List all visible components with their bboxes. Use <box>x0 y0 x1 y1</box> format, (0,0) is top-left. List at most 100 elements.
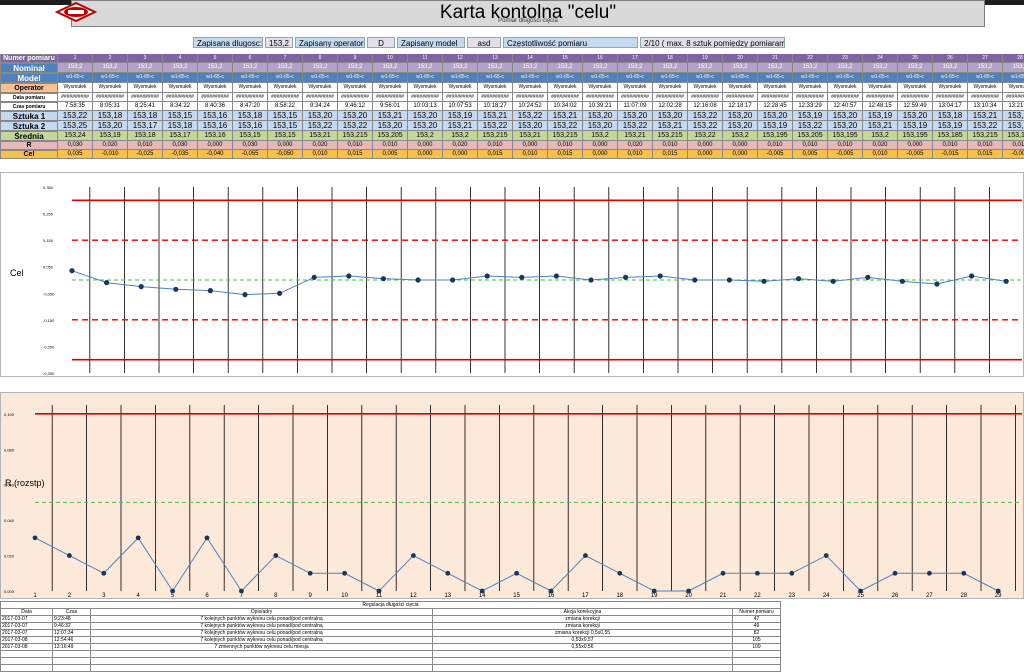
cell-operator[interactable]: Wysmułek <box>933 83 968 93</box>
cell-sztuka2[interactable]: 153,22 <box>303 121 338 131</box>
cell-srednia[interactable]: 153,15 <box>233 131 268 141</box>
cell-numer[interactable]: 9 <box>338 54 373 63</box>
cell-sztuka2[interactable]: 153,20 <box>723 121 758 131</box>
cell-nominal[interactable]: 153,2 <box>478 63 513 73</box>
cell-cel[interactable]: 0,000 <box>723 150 758 159</box>
cell-srednia[interactable]: 153,185 <box>933 131 968 141</box>
regulation-cell[interactable]: 2017-03-08 <box>0 636 53 644</box>
cell-operator[interactable]: Wysmułek <box>478 83 513 93</box>
saved-length-value[interactable]: 153,2 <box>265 37 293 48</box>
cell-srednia[interactable]: 153,215 <box>548 131 583 141</box>
cell-operator[interactable]: Wysmułek <box>758 83 793 93</box>
cell-numer[interactable]: 5 <box>198 54 233 63</box>
cell-data[interactable]: ########## <box>828 93 863 102</box>
cell-sztuka1[interactable]: 153,20 <box>618 111 653 121</box>
cell-nominal[interactable]: 153,2 <box>408 63 443 73</box>
regulation-cell[interactable]: zmiana korekcji <box>432 622 733 630</box>
measure-frequency-value[interactable]: 2/10 ( max. 8 sztuk pomiędzy pomiarami) <box>640 37 785 48</box>
regulation-cell-empty[interactable] <box>90 650 433 658</box>
cell-data[interactable]: ########## <box>583 93 618 102</box>
cell-czas[interactable]: 12:33:29 <box>793 102 828 111</box>
cell-r[interactable]: 0,030 <box>163 141 198 150</box>
cell-sztuka2[interactable]: 153,20 <box>583 121 618 131</box>
regulation-cell-empty[interactable] <box>432 664 733 672</box>
cell-sztuka2[interactable]: 153,22 <box>478 121 513 131</box>
cell-srednia[interactable]: 153,16 <box>198 131 233 141</box>
cell-numer[interactable]: 28 <box>1003 54 1024 63</box>
cell-czas[interactable]: 12:59:49 <box>898 102 933 111</box>
cell-data[interactable]: ########## <box>863 93 898 102</box>
regulation-cell-empty[interactable] <box>731 664 782 672</box>
cell-model[interactable]: w1-65-c <box>758 73 793 83</box>
cell-nominal[interactable]: 153,2 <box>338 63 373 73</box>
cell-model[interactable]: w1-65-c <box>338 73 373 83</box>
cell-operator[interactable]: Wysmułek <box>793 83 828 93</box>
regulation-cell[interactable]: 7 kolejnych punktów wykresu celu ponad/p… <box>90 615 433 623</box>
cell-srednia[interactable]: 153,205 <box>373 131 408 141</box>
cell-operator[interactable]: Wysmułek <box>443 83 478 93</box>
cell-numer[interactable]: 19 <box>688 54 723 63</box>
cell-sztuka2[interactable]: 153,18 <box>163 121 198 131</box>
cell-srednia[interactable]: 153,24 <box>58 131 93 141</box>
cell-operator[interactable]: Wysmułek <box>583 83 618 93</box>
cell-sztuka2[interactable]: 153,20 <box>93 121 128 131</box>
cell-r[interactable]: 0,010 <box>793 141 828 150</box>
cell-nominal[interactable]: 153,2 <box>758 63 793 73</box>
cell-nominal[interactable]: 153,2 <box>58 63 93 73</box>
cell-czas[interactable]: 10:07:53 <box>443 102 478 111</box>
cell-sztuka2[interactable]: 153,22 <box>968 121 1003 131</box>
cell-numer[interactable]: 20 <box>723 54 758 63</box>
cell-srednia[interactable]: 153,17 <box>163 131 198 141</box>
cell-operator[interactable]: Wysmułek <box>898 83 933 93</box>
cell-srednia[interactable]: 153,195 <box>828 131 863 141</box>
cell-model[interactable]: w1-65-c <box>723 73 758 83</box>
cell-cel[interactable]: 0,010 <box>618 150 653 159</box>
cell-nominal[interactable]: 153,2 <box>583 63 618 73</box>
cell-model[interactable]: w1-65-c <box>478 73 513 83</box>
cell-data[interactable]: ########## <box>513 93 548 102</box>
cell-czas[interactable]: 7:58:35 <box>58 102 93 111</box>
cell-nominal[interactable]: 153,2 <box>653 63 688 73</box>
regulation-cell[interactable]: 82 <box>731 629 782 637</box>
cell-czas[interactable]: 10:18:27 <box>478 102 513 111</box>
cell-r[interactable]: 0,010 <box>758 141 793 150</box>
cell-sztuka2[interactable]: 153,19 <box>933 121 968 131</box>
cell-srednia[interactable]: 153,19 <box>93 131 128 141</box>
cell-numer[interactable]: 21 <box>758 54 793 63</box>
cell-czas[interactable]: 8:40:36 <box>198 102 233 111</box>
cell-nominal[interactable]: 153,2 <box>723 63 758 73</box>
cell-cel[interactable]: 0,000 <box>688 150 723 159</box>
cell-numer[interactable]: 1 <box>58 54 93 63</box>
cell-r[interactable]: 0,010 <box>548 141 583 150</box>
cell-cel[interactable]: -0,035 <box>163 150 198 159</box>
cell-sztuka2[interactable]: 153,20 <box>513 121 548 131</box>
cell-sztuka1[interactable]: 153,19 <box>863 111 898 121</box>
cell-cel[interactable]: 0,005 <box>373 150 408 159</box>
cell-model[interactable]: w1-65-c <box>688 73 723 83</box>
cell-operator[interactable]: Wysmułek <box>653 83 688 93</box>
cell-srednia[interactable]: 153,205 <box>793 131 828 141</box>
cell-data[interactable]: ########## <box>478 93 513 102</box>
cell-numer[interactable]: 13 <box>478 54 513 63</box>
cell-czas[interactable]: 10:34:02 <box>548 102 583 111</box>
cell-numer[interactable]: 18 <box>653 54 688 63</box>
regulation-cell-empty[interactable] <box>432 650 733 658</box>
cell-r[interactable]: 0,000 <box>198 141 233 150</box>
cell-numer[interactable]: 17 <box>618 54 653 63</box>
cell-sztuka2[interactable]: 153,22 <box>618 121 653 131</box>
cell-operator[interactable]: Wysmułek <box>968 83 1003 93</box>
cell-nominal[interactable]: 153,2 <box>968 63 1003 73</box>
cell-operator[interactable]: Wysmułek <box>303 83 338 93</box>
cell-nominal[interactable]: 153,2 <box>443 63 478 73</box>
cell-srednia[interactable]: 153,215 <box>968 131 1003 141</box>
regulation-cell[interactable]: 7 zmiennych punktów wykresu celu miesja <box>90 643 433 651</box>
cell-data[interactable]: ########## <box>968 93 1003 102</box>
cell-numer[interactable]: 7 <box>268 54 303 63</box>
cell-nominal[interactable]: 153,2 <box>303 63 338 73</box>
cell-r[interactable]: 0,000 <box>268 141 303 150</box>
cell-sztuka1[interactable]: 153,22 <box>688 111 723 121</box>
cell-r[interactable]: 0,030 <box>233 141 268 150</box>
cell-sztuka2[interactable]: 153,17 <box>128 121 163 131</box>
cell-operator[interactable]: Wysmułek <box>93 83 128 93</box>
cell-model[interactable]: w1-65-c <box>618 73 653 83</box>
